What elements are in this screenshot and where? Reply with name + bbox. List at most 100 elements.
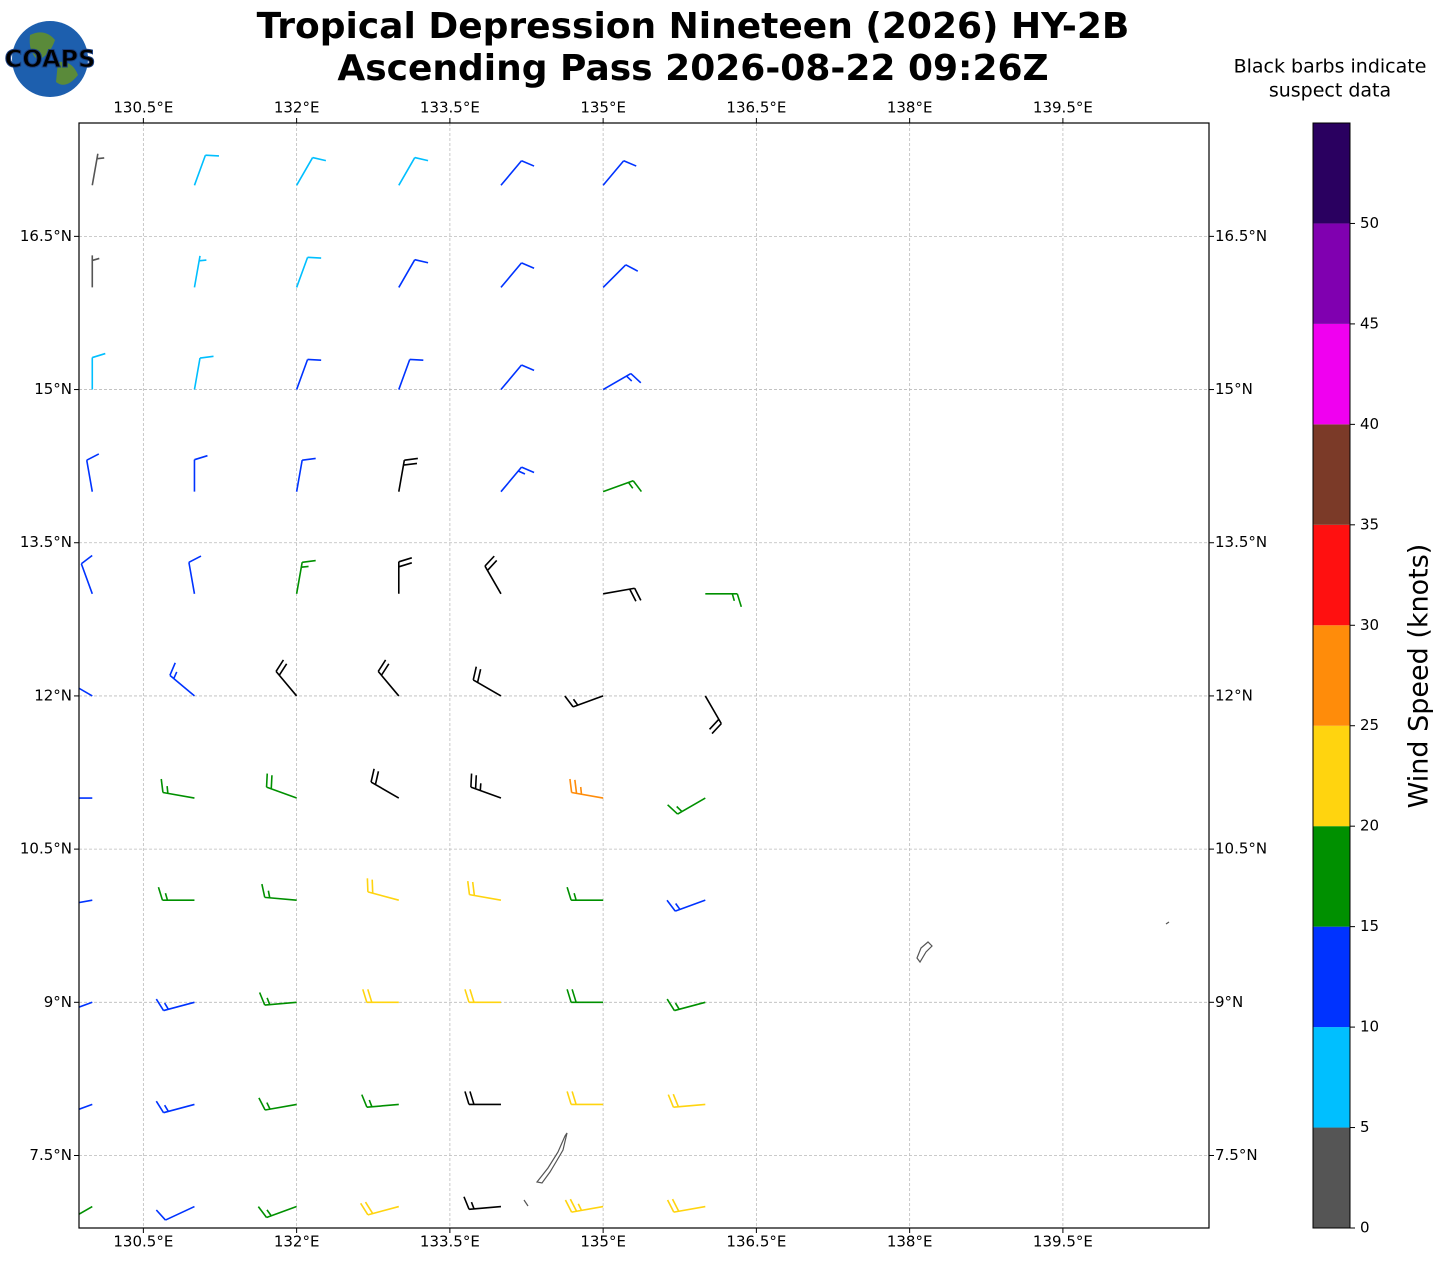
y-tick-label: 12°N xyxy=(34,686,72,704)
wind-barb xyxy=(193,154,220,186)
wind-barb xyxy=(566,989,604,1004)
colorbar: 0 5 10 15 20 25 30 35 40 45 50 Wind Speed (knots) xyxy=(1312,122,1435,1237)
wind-barb xyxy=(484,555,502,595)
colorbar-label: Wind Speed (knots) xyxy=(1404,544,1435,809)
wind-barb xyxy=(602,264,639,288)
wind-barb xyxy=(295,256,322,288)
title-line: Ascending Pass 2026-08-22 09:26Z xyxy=(337,48,1048,89)
wind-barb xyxy=(472,666,502,697)
wind-barb xyxy=(155,998,195,1012)
wind-barb xyxy=(602,160,637,186)
wind-barb xyxy=(564,695,604,708)
wind-barb xyxy=(169,662,195,697)
wind-barb xyxy=(569,778,604,799)
grid xyxy=(74,118,1214,1233)
wind-barb xyxy=(359,1201,399,1216)
wind-barb xyxy=(79,687,93,697)
wind-barb xyxy=(85,453,100,492)
wind-barb xyxy=(470,773,502,799)
wind-barb xyxy=(188,555,202,594)
x-tick-label: 138°E xyxy=(887,99,933,117)
wind-barb xyxy=(667,797,706,815)
wind-barb xyxy=(463,1196,502,1211)
wind-barb xyxy=(704,695,722,735)
y-tick-label: 12°N xyxy=(1215,686,1253,704)
colorbar-tick-label: 30 xyxy=(1360,616,1379,634)
colorbar-segment xyxy=(1313,1027,1350,1128)
wind-barb xyxy=(500,262,535,288)
colorbar-tick-label: 20 xyxy=(1360,817,1379,835)
wind-barb xyxy=(564,1198,604,1213)
colorbar-tick-label: 50 xyxy=(1360,214,1379,232)
y-tick-label: 13.5°N xyxy=(1215,533,1267,551)
wind-barb xyxy=(295,358,322,390)
coastlines xyxy=(523,921,1170,1207)
wind-barb xyxy=(91,352,106,390)
wind-barb xyxy=(602,479,643,493)
wind-barb xyxy=(261,883,297,901)
wind-barb xyxy=(157,886,195,901)
y-tick-label: 16.5°N xyxy=(1215,227,1267,245)
wind-barb xyxy=(666,998,706,1012)
colorbar-tick-label: 35 xyxy=(1360,515,1379,533)
colorbar-tick-label: 5 xyxy=(1360,1118,1370,1136)
wind-barb xyxy=(398,358,424,390)
wind-barb xyxy=(666,1198,706,1213)
logo-land xyxy=(29,32,78,85)
colorbar-segment xyxy=(1313,223,1350,324)
wind-barb xyxy=(705,592,743,608)
wind-barb xyxy=(257,1205,297,1219)
colorbar-segment xyxy=(1313,123,1350,224)
island xyxy=(535,1132,568,1184)
wind-barb xyxy=(667,1093,706,1109)
wind-barb xyxy=(362,989,399,1004)
y-tick-label: 10.5°N xyxy=(1215,840,1267,858)
wind-barb xyxy=(464,1091,501,1106)
wind-barb xyxy=(193,355,214,390)
colorbar-segment xyxy=(1313,1127,1350,1228)
colorbar-segment xyxy=(1313,424,1350,525)
note: suspect data xyxy=(1269,80,1391,102)
wind-barb xyxy=(155,1100,195,1114)
x-tick-label: 139.5°E xyxy=(1033,99,1093,117)
y-tick-label: 15°N xyxy=(34,380,72,398)
wind-barb xyxy=(160,778,195,799)
logo: COAPS xyxy=(4,21,96,97)
wind-barb xyxy=(566,1091,604,1106)
logo-text: COAPS xyxy=(5,45,96,73)
y-tick-label: 13.5°N xyxy=(20,533,72,551)
y-tick-label: 15°N xyxy=(1215,380,1253,398)
wind-barb xyxy=(80,554,94,595)
x-tick-label: 130.5°E xyxy=(113,1233,173,1251)
wind-barb xyxy=(366,878,399,901)
x-tick-label: 136.5°E xyxy=(726,99,786,117)
x-tick-label: 133.5°E xyxy=(420,1233,480,1251)
colorbar-frame xyxy=(1312,122,1351,1229)
y-tick-label: 7.5°N xyxy=(29,1146,72,1164)
wind-barb xyxy=(258,1097,297,1111)
wind-barb xyxy=(79,1001,93,1008)
wind-barb xyxy=(464,989,501,1004)
x-tick-label: 138°E xyxy=(887,1233,933,1251)
wind-barb xyxy=(79,1205,93,1216)
x-tick-label: 132°E xyxy=(274,99,320,117)
y-tick-label: 9°N xyxy=(1215,993,1243,1011)
wind-barb xyxy=(275,659,298,697)
y-tick-label: 9°N xyxy=(44,993,72,1011)
wind-barb xyxy=(91,255,100,288)
wind-barb xyxy=(500,364,535,391)
wind-barb xyxy=(602,587,642,602)
wind-barb xyxy=(370,768,400,799)
wind-barb xyxy=(295,559,316,594)
wind-barb xyxy=(466,881,502,901)
colorbar-tick-label: 45 xyxy=(1360,314,1379,332)
wind-barb xyxy=(193,454,208,492)
wind-barb xyxy=(500,160,535,186)
title-line: Tropical Depression Nineteen (2026) HY-2… xyxy=(257,6,1130,47)
wind-barb xyxy=(91,153,105,186)
map-frame xyxy=(78,122,1210,1229)
wind-barb xyxy=(258,992,297,1006)
x-tick-label: 130.5°E xyxy=(113,99,173,117)
y-tick-label: 7.5°N xyxy=(1215,1146,1258,1164)
wind-barb xyxy=(265,773,297,799)
